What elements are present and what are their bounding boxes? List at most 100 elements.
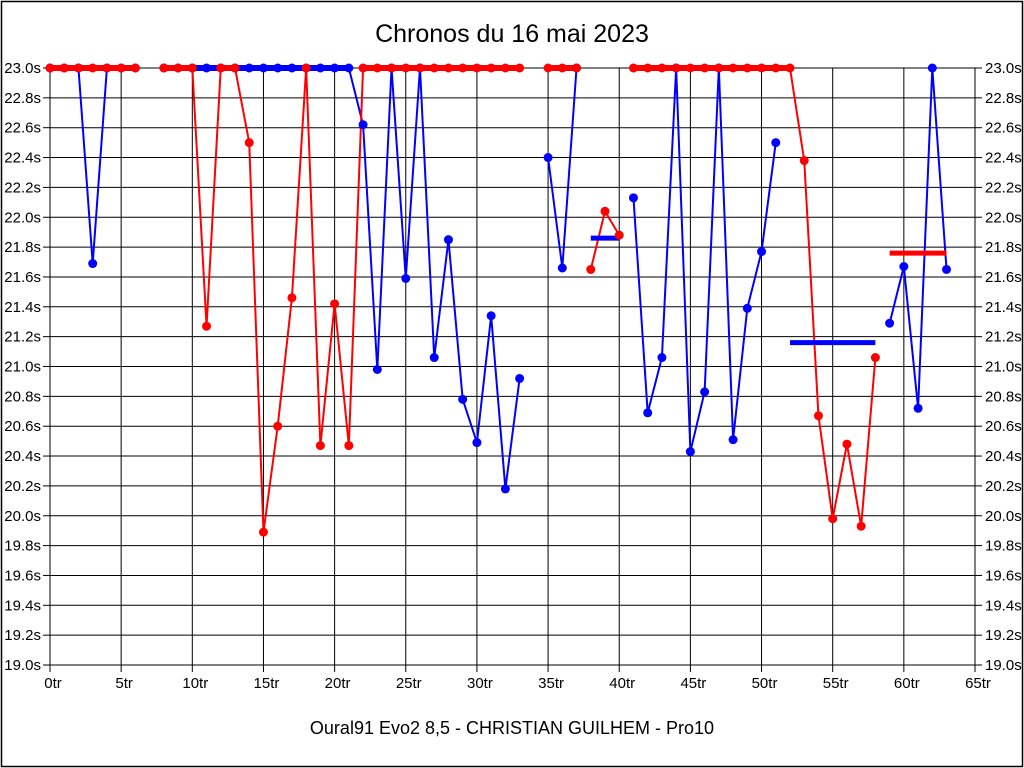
blue-data-point (771, 138, 781, 148)
blue-series-segment (77, 67, 94, 264)
blue-series-segment (461, 399, 478, 443)
blue-data-point (657, 353, 667, 363)
y-axis-label-right: 20.4s (985, 448, 1022, 465)
x-axis-label: 35tr (538, 675, 564, 692)
y-axis-label-right: 21.8s (985, 239, 1022, 256)
red-data-point (45, 63, 55, 73)
red-data-point (515, 63, 525, 73)
red-data-point (287, 293, 297, 303)
red-series-segment (347, 67, 365, 446)
red-data-point (486, 63, 496, 73)
blue-data-point (742, 303, 752, 313)
red-data-point (671, 63, 681, 73)
y-axis-label-left: 22.6s (4, 120, 41, 137)
y-axis-label-right: 20.2s (985, 478, 1022, 495)
y-axis-label-right: 19.2s (985, 627, 1022, 644)
blue-series-segment (404, 67, 421, 279)
red-data-point (628, 63, 638, 73)
red-series-segment (333, 303, 350, 446)
blue-series-segment (732, 308, 749, 440)
blue-data-point (202, 63, 212, 73)
red-series-segment (319, 303, 336, 446)
blue-data-point (515, 373, 525, 383)
y-axis-label-right: 22.8s (985, 90, 1022, 107)
red-data-point (757, 63, 767, 73)
red-series-segment (845, 443, 863, 527)
blue-data-point (942, 264, 952, 274)
blue-series-segment (746, 251, 763, 309)
red-series-segment (817, 415, 834, 519)
blue-data-point (472, 438, 482, 448)
blue-data-point (913, 403, 923, 413)
y-axis-label-right: 23.0s (985, 60, 1022, 77)
chart-title: Chronos du 16 mai 2023 (375, 20, 649, 48)
blue-series-segment (504, 378, 521, 490)
y-axis-label-right: 21.0s (985, 359, 1022, 376)
blue-series-segment (760, 142, 777, 252)
red-data-point (842, 439, 852, 449)
blue-series-segment (447, 239, 464, 400)
blue-series-segment (390, 67, 407, 279)
x-axis-label: 30tr (467, 675, 493, 692)
red-data-point (870, 353, 880, 363)
red-data-point (813, 411, 823, 421)
blue-series-segment (475, 315, 493, 443)
y-axis-label-right: 19.0s (985, 657, 1022, 674)
red-data-point (429, 63, 439, 73)
blue-data-point (628, 193, 638, 203)
red-data-point (557, 63, 567, 73)
y-axis-label-right: 21.2s (985, 329, 1022, 346)
blue-series-segment (703, 67, 720, 392)
y-axis-label-left: 22.2s (4, 179, 41, 196)
x-axis-label: 55tr (823, 675, 849, 692)
y-axis-label-left: 19.4s (4, 597, 41, 614)
y-axis-label-right: 19.8s (985, 538, 1022, 555)
blue-data-point (287, 63, 297, 73)
series-lines (50, 65, 948, 533)
red-data-point (159, 63, 169, 73)
red-data-point (771, 63, 781, 73)
red-data-point (358, 63, 368, 73)
red-data-point (258, 527, 268, 537)
red-series-segment (248, 142, 265, 533)
blue-data-point (500, 484, 510, 494)
blue-data-point (358, 120, 368, 130)
blue-series-segment (376, 67, 393, 370)
y-axis-label-left: 19.8s (4, 538, 41, 555)
red-data-point (88, 63, 98, 73)
red-series-segment (262, 426, 279, 533)
red-data-point (102, 63, 112, 73)
y-axis-label-right: 21.4s (985, 299, 1022, 316)
red-series-segment (860, 357, 877, 527)
y-axis-label-right: 22.2s (985, 179, 1022, 196)
red-data-point (202, 321, 212, 331)
blue-data-point (899, 262, 909, 272)
blue-data-point (557, 263, 567, 273)
y-axis-label-right: 22.4s (985, 150, 1022, 167)
y-axis-label-left: 20.4s (4, 448, 41, 465)
blue-data-point (927, 63, 937, 73)
grid (43, 67, 982, 672)
blue-data-point (700, 387, 710, 397)
y-axis-label-left: 21.8s (4, 239, 41, 256)
y-axis-label-left: 20.6s (4, 418, 41, 435)
y-axis-label-left: 21.4s (4, 299, 41, 316)
red-data-point (785, 63, 795, 73)
y-axis-label-left: 21.6s (4, 269, 41, 286)
red-data-point (73, 63, 83, 73)
blue-data-point (885, 318, 895, 328)
red-data-point (130, 63, 140, 73)
y-axis-label-left: 22.8s (4, 90, 41, 107)
red-data-point (600, 206, 610, 216)
red-series-segment (234, 67, 251, 143)
red-data-point (742, 63, 752, 73)
blue-data-point (244, 63, 254, 73)
red-data-point (828, 514, 838, 524)
y-axis-label-left: 21.2s (4, 329, 41, 346)
red-series-segment (290, 67, 308, 298)
red-data-point (856, 521, 866, 531)
blue-series-segment (917, 67, 934, 409)
red-data-point (415, 63, 425, 73)
